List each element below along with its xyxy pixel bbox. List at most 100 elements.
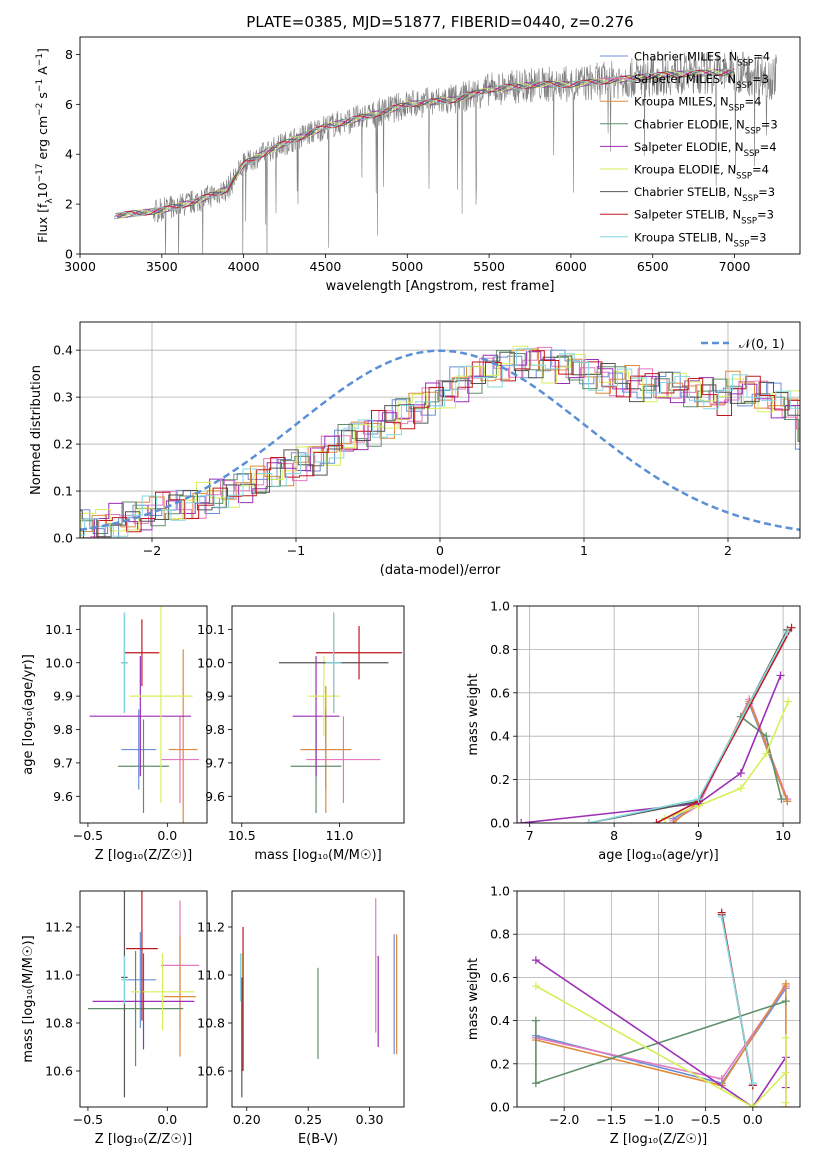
y-tick-label: 0.0 [53, 531, 73, 546]
plot-area [80, 322, 800, 538]
weight-point-marker [777, 795, 786, 804]
x-tick-label: 5000 [391, 259, 423, 274]
y-tick-label: 10.0 [197, 655, 225, 670]
x-tick-label: −1 [287, 543, 305, 558]
x-tick-label: −0.5 [690, 1112, 720, 1127]
y-tick-label: 0.2 [490, 1056, 510, 1071]
x-tick-label: 6500 [637, 259, 669, 274]
x-tick-label: 0.0 [157, 1112, 177, 1127]
x-tick-label: 6000 [555, 259, 587, 274]
legend-entry: Salpeter STELIB, NSSP=3 [634, 208, 774, 227]
model-fit-line [115, 68, 735, 218]
x-tick-label: 0.20 [233, 1112, 261, 1127]
weight-point-marker [781, 1033, 790, 1042]
y-tick-label: 0.6 [490, 970, 510, 985]
x-axis-label: wavelength [Angstrom, rest frame] [326, 279, 555, 294]
figure-title: PLATE=0385, MJD=51877, FIBERID=0440, z=0… [246, 13, 633, 31]
y-tick-label: 9.7 [205, 755, 225, 770]
x-tick-label: 0.30 [356, 1112, 384, 1127]
legend-entry: Kroupa MILES, NSSP=4 [634, 95, 761, 114]
residual-histogram [80, 351, 800, 538]
y-tick-label: 10.6 [45, 1064, 73, 1079]
x-tick-label: 10.5 [228, 828, 256, 843]
x-tick-label: −2 [143, 543, 161, 558]
axes-frame [231, 605, 405, 824]
x-axis-label: Z [log₁₀(Z/Z☉)] [95, 848, 192, 863]
x-tick-label: 1 [580, 543, 588, 558]
residual-histogram [80, 348, 800, 537]
weight-point-marker [781, 979, 790, 988]
weight-point-marker [781, 997, 790, 1006]
x-tick-label: 3000 [64, 259, 96, 274]
weight-point-marker [517, 819, 526, 823]
y-tick-label: 11.0 [197, 968, 225, 983]
observed-spectrum-line [114, 49, 778, 254]
y-tick-label: 0.3 [53, 390, 73, 405]
y-axis-label: Normed distribution [29, 365, 44, 495]
weight-point-marker [776, 671, 785, 680]
x-axis-label: age [log₁₀(age/yr)] [598, 848, 719, 863]
y-axis-label: mass weight [466, 958, 481, 1040]
panel-weight_vs_age: 7 8 9 10 0.0 0.2 0.4 0.6 0.8 1.0 age [log₁₀(age/yr… [466, 599, 801, 863]
plot-area [87, 891, 200, 1098]
weight-point-marker [781, 1068, 790, 1077]
x-tick-label: 5500 [473, 259, 505, 274]
weight-point-marker [787, 623, 796, 632]
x-tick-label: 3500 [146, 259, 178, 274]
y-tick-label: 10.8 [45, 1016, 73, 1031]
plot-area [517, 891, 800, 1107]
residual-histogram [80, 346, 800, 538]
x-axis-label: mass [log₁₀(M/M☉)] [254, 848, 381, 863]
x-tick-label: 9 [695, 828, 703, 843]
weight-point-marker [694, 795, 703, 804]
y-tick-label: 0.2 [53, 437, 73, 452]
y-tick-label: 9.8 [205, 722, 225, 737]
y-tick-label: 9.6 [53, 789, 73, 804]
x-tick-label: −1.0 [643, 1112, 673, 1127]
y-tick-label: 10.1 [197, 622, 225, 637]
axes-frame [79, 890, 208, 1108]
x-tick-label: −2.0 [549, 1112, 579, 1127]
y-tick-label: 6 [65, 97, 73, 112]
residual-histogram [80, 345, 800, 538]
x-axis-label: (data-model)/error [380, 563, 501, 578]
residual-histogram [80, 348, 800, 532]
y-tick-label: 9.6 [205, 789, 225, 804]
x-tick-label: 0.0 [157, 828, 177, 843]
x-tick-label: −0.5 [73, 828, 103, 843]
y-tick-label: 10.8 [197, 1016, 225, 1031]
weight-point-marker [717, 912, 726, 921]
x-tick-label: 11.0 [326, 828, 354, 843]
residual-histogram [80, 350, 800, 534]
axes-frame [79, 605, 208, 824]
weight-series-line [720, 916, 754, 1084]
residual-histogram [80, 351, 800, 538]
y-tick-label: 0.1 [53, 484, 73, 499]
x-tick-label: 0 [436, 543, 444, 558]
y-tick-label: 10.6 [197, 1064, 225, 1079]
x-axis-label: Z [log₁₀(Z/Z☉)] [95, 1132, 192, 1147]
y-tick-label: 11.0 [45, 968, 73, 983]
y-tick-label: 1.0 [490, 599, 510, 614]
legend: Chabrier MILES, NSSP=4 Salpeter MILES, NS… [600, 50, 778, 249]
x-tick-label: 0.25 [294, 1112, 322, 1127]
y-tick-label: 0.4 [53, 343, 73, 358]
y-tick-label: 1.0 [490, 884, 510, 899]
y-tick-label: 10.0 [45, 655, 73, 670]
plot-area [114, 49, 778, 254]
x-tick-label: 10 [775, 828, 791, 843]
residual-histogram [80, 349, 800, 538]
y-tick-label: 0.0 [490, 816, 510, 831]
legend-entry: Kroupa STELIB, NSSP=3 [634, 230, 766, 249]
axes-frame [516, 890, 801, 1108]
weight-point-marker [584, 819, 593, 823]
weight-point-marker [762, 732, 771, 741]
axes-frame [79, 321, 801, 539]
x-axis-label: E(B-V) [298, 1132, 338, 1147]
normal-curve [80, 349, 800, 532]
y-tick-label: 11.2 [197, 920, 225, 935]
panel-residuals: −2 −1 0 1 2 0.0 0.1 0.2 0.3 0.4 (data-model)/error… [29, 321, 801, 578]
weight-point-marker [781, 1098, 790, 1107]
